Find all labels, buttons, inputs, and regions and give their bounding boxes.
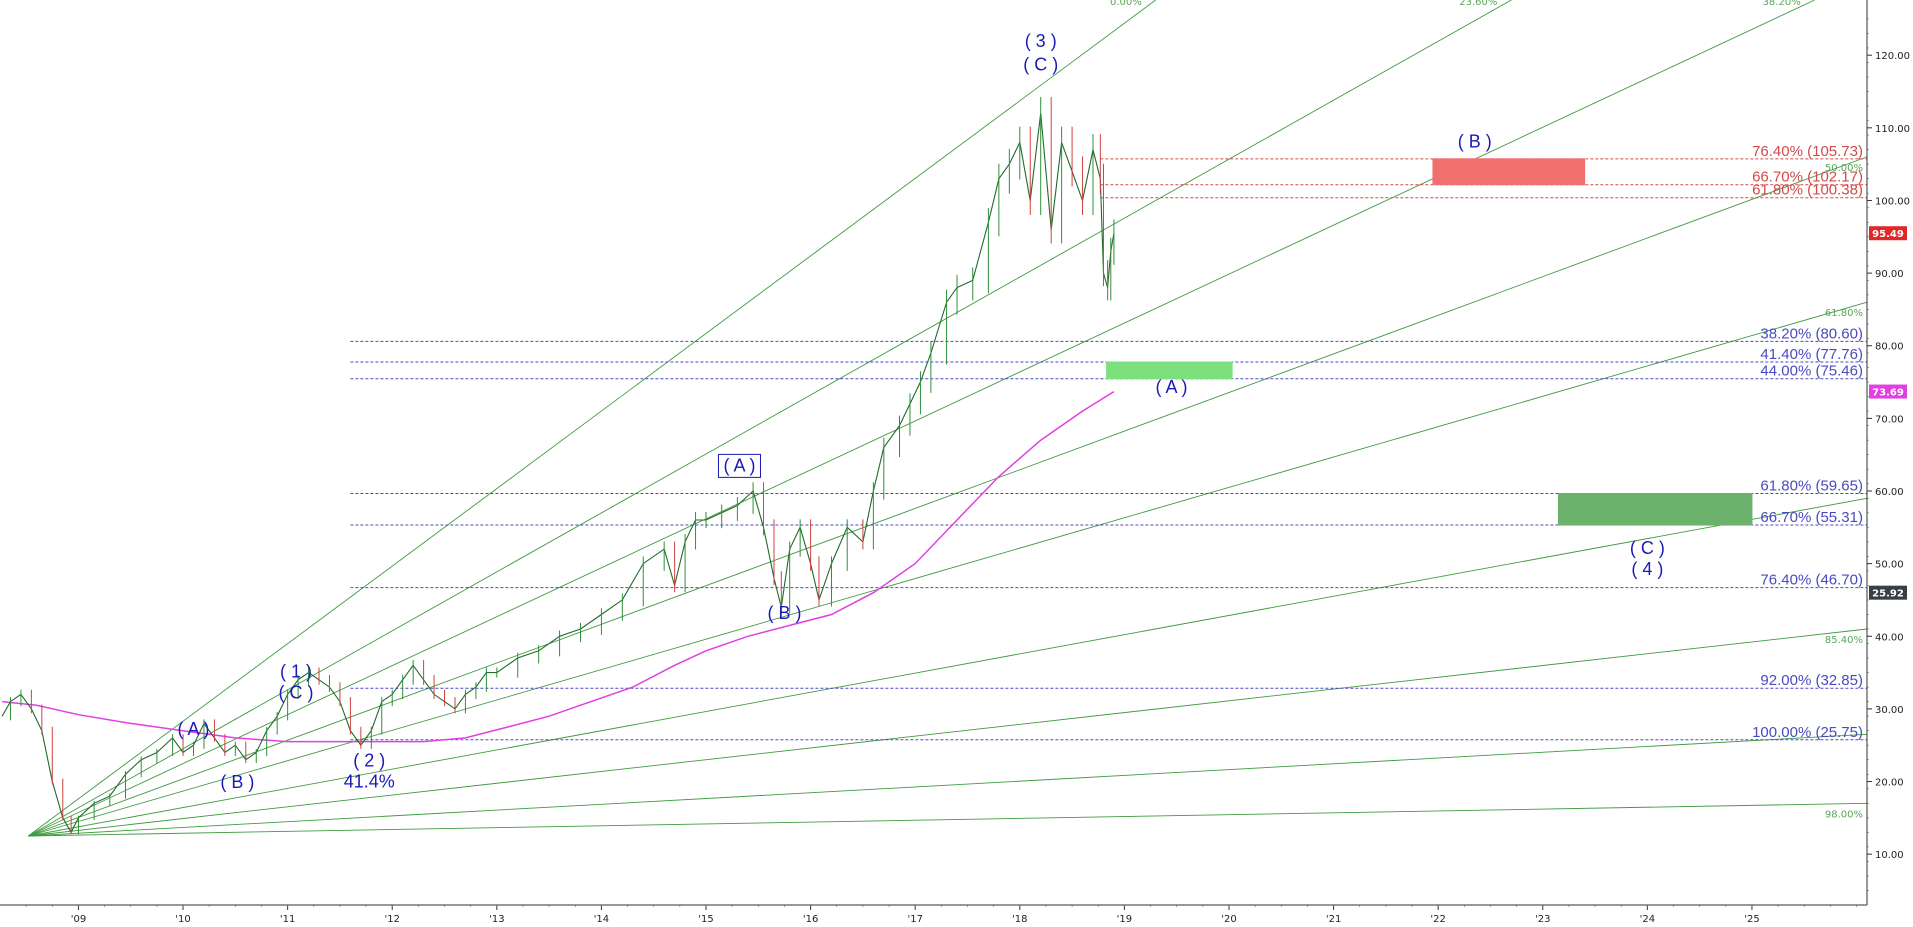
x-tick-label: '16 xyxy=(803,914,818,925)
price-line xyxy=(1,113,1115,834)
fib-level-label: 76.40% (46.70) xyxy=(1760,572,1863,589)
fib-retracement-levels: 76.40% (105.73) 66.70% (102.17)61.80% (10… xyxy=(350,143,1867,741)
fib-level-label: 100.00% (25.75) xyxy=(1752,724,1863,741)
x-tick-label: '22 xyxy=(1430,914,1445,925)
fan-line xyxy=(28,156,1868,837)
fan-line xyxy=(28,301,1868,837)
fan-line-label: 85.40% xyxy=(1825,635,1863,646)
wave-label-box xyxy=(717,453,761,478)
price-badge xyxy=(1869,226,1907,241)
price-layer xyxy=(1,97,1115,835)
wave-label: ( B ) xyxy=(220,772,254,792)
fan-line xyxy=(28,628,1868,837)
wave-label: ( 2 ) xyxy=(353,750,385,770)
target-zones xyxy=(1106,158,1753,526)
fib-level-label: 66.70% (102.17) xyxy=(1752,169,1863,186)
y-tick-label: 10.00 xyxy=(1875,850,1904,861)
fan-line xyxy=(27,0,1157,837)
fib-level-label: 38.20% (80.60) xyxy=(1760,325,1863,342)
fan-line xyxy=(28,0,1512,837)
x-tick-label: '21 xyxy=(1326,914,1341,925)
fib-level-label: 76.40% (105.73) xyxy=(1752,143,1863,160)
x-tick-label: '18 xyxy=(1012,914,1027,925)
x-tick-label: '20 xyxy=(1221,914,1236,925)
y-tick-label: 80.00 xyxy=(1875,342,1904,353)
x-tick-label: '19 xyxy=(1117,914,1132,925)
fib-level-label: 41.40% (77.76) xyxy=(1760,346,1863,363)
wave-label: ( 1 ) xyxy=(280,662,312,682)
target-zone xyxy=(1557,493,1753,526)
x-tick-label: '10 xyxy=(175,914,190,925)
fib-level-label: 61.80% (59.65) xyxy=(1760,478,1863,495)
fan-line xyxy=(28,733,1868,837)
wave-label: ( A ) xyxy=(177,719,209,739)
fan-line-label: 23.60% xyxy=(1459,0,1497,8)
x-tick-label: '14 xyxy=(594,914,609,925)
fib-level-label: 66.70% (55.31) xyxy=(1760,509,1863,526)
y-tick-label: 120.00 xyxy=(1875,51,1910,62)
target-zone xyxy=(1432,158,1586,186)
fib-level-label: 92.00% (32.85) xyxy=(1760,672,1863,689)
y-tick-label: 40.00 xyxy=(1875,632,1904,643)
x-tick-label: '12 xyxy=(384,914,399,925)
price-badge-label: 95.49 xyxy=(1872,229,1904,240)
elliott-wave-labels: ( 3 )( C )( 1 )( C )( A )( B )( 2 )41.4%… xyxy=(177,31,1664,792)
wave-label: ( 4 ) xyxy=(1631,559,1663,579)
x-tick-label: '25 xyxy=(1744,914,1759,925)
x-tick-label: '15 xyxy=(698,914,713,925)
fan-line xyxy=(28,802,1868,837)
x-tick-label: '11 xyxy=(280,914,295,925)
y-tick-label: 100.00 xyxy=(1875,196,1910,207)
wave-label: ( 3 ) xyxy=(1025,31,1057,51)
wave-label: 41.4% xyxy=(344,771,395,791)
fan-line-label: 50.00% xyxy=(1825,163,1863,174)
fan-line xyxy=(28,497,1868,837)
price-badge-label: 73.69 xyxy=(1872,388,1904,399)
fan-line xyxy=(28,0,1815,837)
fan-line-label: 38.20% xyxy=(1763,0,1801,8)
wave-label: ( C ) xyxy=(279,683,314,703)
moving-average-line xyxy=(2,390,1115,743)
price-badges: 95.49 73.69 25.92 xyxy=(1869,226,1907,600)
wave-label: ( A ) xyxy=(1155,377,1187,397)
fan-line-label: 98.00% xyxy=(1825,809,1863,820)
x-tick-label: '24 xyxy=(1640,914,1655,925)
y-tick-label: 30.00 xyxy=(1875,705,1904,716)
x-tick-label: '17 xyxy=(907,914,922,925)
y-tick-label: 60.00 xyxy=(1875,487,1904,498)
price-badge xyxy=(1869,585,1907,600)
wave-label: ( C ) xyxy=(1023,54,1058,74)
target-zone xyxy=(1106,361,1233,380)
wave-label: ( C ) xyxy=(1630,538,1665,558)
x-tick-label: '09 xyxy=(71,914,86,925)
wave-label: ( B ) xyxy=(767,603,801,623)
fib-fan-lines: 0.00% 23.60% 38.20% 50.00% 61.80% 85.40% 98.00… xyxy=(27,0,1868,837)
wave-label: ( B ) xyxy=(1458,131,1492,151)
y-tick-label: 20.00 xyxy=(1875,778,1904,789)
y-tick-label: 70.00 xyxy=(1875,414,1904,425)
fan-line-label: 0.00% xyxy=(1110,0,1142,8)
x-tick-label: '23 xyxy=(1535,914,1550,925)
fib-level-label: 44.00% (75.46) xyxy=(1760,363,1863,380)
price-badge-label: 25.92 xyxy=(1872,589,1904,600)
fan-line-label: 61.80% xyxy=(1825,308,1863,319)
y-tick-label: 50.00 xyxy=(1875,560,1904,571)
y-tick-label: 90.00 xyxy=(1875,269,1904,280)
price-badge xyxy=(1869,384,1907,399)
wave-label: ( A ) xyxy=(723,455,755,475)
y-tick-label: 110.00 xyxy=(1875,124,1910,135)
moving-average-layer xyxy=(2,390,1115,743)
fib-level-label: 61.80% (100.38) xyxy=(1752,182,1863,199)
x-tick-label: '13 xyxy=(489,914,504,925)
